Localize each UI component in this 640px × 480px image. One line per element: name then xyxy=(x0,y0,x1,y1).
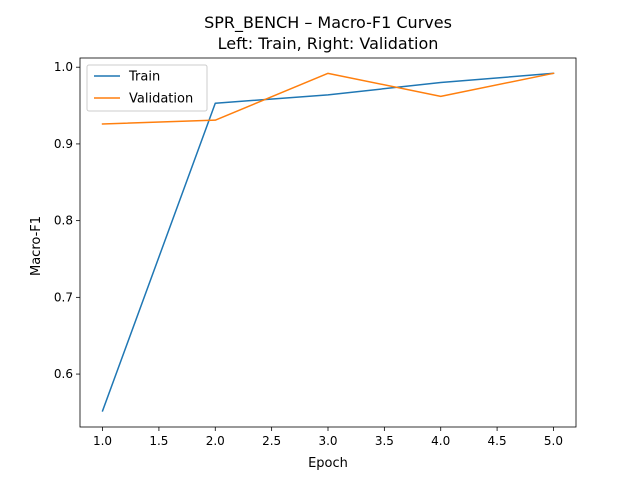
x-tick-label: 4.5 xyxy=(488,434,507,448)
series-line-validation xyxy=(101,72,555,125)
x-tick-label: 2.0 xyxy=(206,434,225,448)
x-tick-label: 5.0 xyxy=(544,434,563,448)
y-tick-label: 0.8 xyxy=(54,214,73,228)
x-tick-label: 1.0 xyxy=(93,434,112,448)
x-tick-label: 1.5 xyxy=(149,434,168,448)
series-line-train xyxy=(101,72,555,412)
x-axis-label: Epoch xyxy=(308,456,348,471)
x-tick-label: 3.0 xyxy=(318,434,337,448)
x-tick-label: 4.0 xyxy=(431,434,450,448)
y-tick-label: 0.6 xyxy=(54,367,73,381)
legend-label-validation: Validation xyxy=(129,92,193,107)
y-tick-label: 0.9 xyxy=(54,137,73,151)
y-tick-label: 0.7 xyxy=(54,290,73,304)
chart-title: SPR_BENCH – Macro-F1 Curves xyxy=(204,13,452,33)
y-axis-label: Macro-F1 xyxy=(29,216,44,276)
x-tick-label: 2.5 xyxy=(262,434,281,448)
chart-subtitle: Left: Train, Right: Validation xyxy=(218,34,439,53)
plot-area: 1.0 1.5 2.0 2.5 3.0 3.5 4.0 4.5 5.0 0.6 0.7 0.8 0.9 1… xyxy=(54,57,577,448)
y-tick-label: 1.0 xyxy=(54,60,73,74)
plot-frame xyxy=(79,57,577,428)
legend-label-train: Train xyxy=(128,70,160,85)
x-tick-label: 3.5 xyxy=(375,434,394,448)
